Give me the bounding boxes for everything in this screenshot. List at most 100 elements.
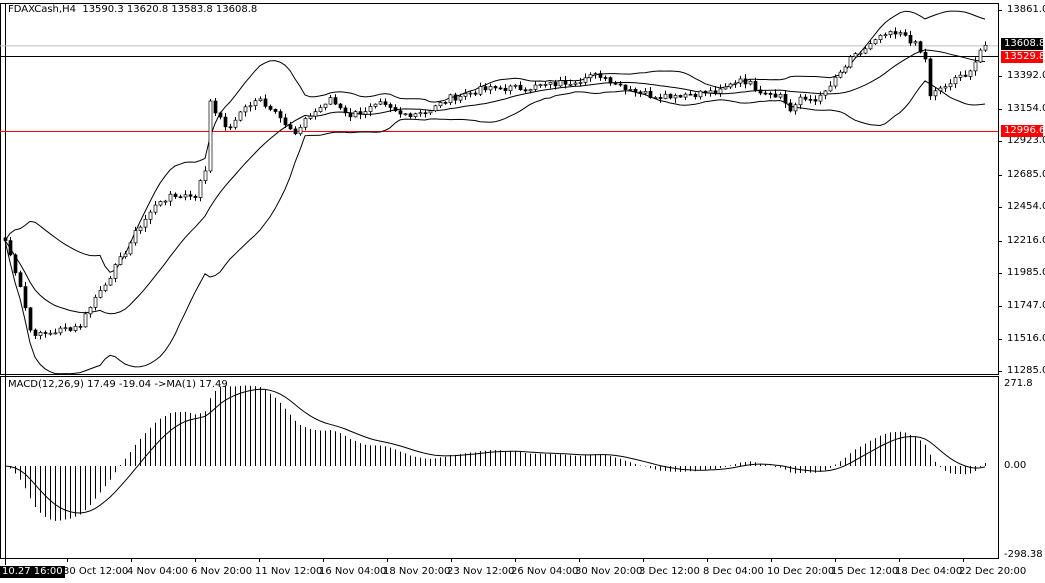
candle-bull bbox=[233, 119, 238, 128]
candle-bear bbox=[348, 112, 353, 118]
candle-bull bbox=[433, 105, 438, 112]
candle-bull bbox=[253, 100, 258, 107]
time-tick-label: 10 Dec 20:00 bbox=[767, 566, 835, 577]
candle-bear bbox=[283, 117, 288, 126]
candle-bull bbox=[818, 94, 823, 102]
candle-bear bbox=[268, 105, 273, 110]
candle-bear bbox=[423, 112, 428, 115]
candle-bull bbox=[48, 332, 53, 335]
candle-bear bbox=[808, 98, 813, 101]
price-tick-label: 13154.0 bbox=[1007, 103, 1045, 115]
candle-bear bbox=[218, 112, 223, 118]
candle-bear bbox=[518, 84, 523, 91]
candle-bear bbox=[473, 92, 478, 95]
candle-bull bbox=[258, 98, 263, 102]
candle-bull bbox=[953, 77, 958, 85]
candle-bear bbox=[293, 128, 298, 135]
candle-bull bbox=[318, 107, 323, 112]
time-tick-label: 8 Dec 04:00 bbox=[703, 566, 764, 577]
candle-bull bbox=[683, 93, 688, 98]
candle-bull bbox=[868, 43, 873, 50]
candle-bull bbox=[898, 32, 903, 35]
level-price-tag: 13529.8 bbox=[1001, 51, 1045, 64]
candle-bull bbox=[58, 327, 63, 334]
candle-bear bbox=[263, 98, 268, 107]
candle-bull bbox=[168, 193, 173, 202]
candle-bull bbox=[63, 327, 68, 330]
price-tick-label: 11747.0 bbox=[1007, 300, 1045, 312]
candle-bear bbox=[743, 78, 748, 85]
candle-bear bbox=[768, 93, 773, 95]
candle-bull bbox=[778, 94, 783, 98]
candle-bear bbox=[523, 89, 528, 92]
main-panel-frame bbox=[0, 3, 999, 375]
candle-bear bbox=[598, 73, 603, 78]
price-tick-label: 13392.0 bbox=[1007, 69, 1045, 81]
candle-bull bbox=[858, 52, 863, 55]
candle-bull bbox=[163, 200, 168, 203]
candle-bear bbox=[613, 82, 618, 85]
bid-price-tag: 13608.8 bbox=[1001, 38, 1045, 51]
candle-bull bbox=[833, 76, 838, 87]
candle-bear bbox=[763, 92, 768, 95]
time-tick-label: 26 Nov 04:00 bbox=[511, 566, 579, 577]
candle-bear bbox=[333, 97, 338, 105]
candle-bear bbox=[783, 94, 788, 104]
candle-bear bbox=[18, 272, 23, 287]
candle-bull bbox=[568, 83, 573, 86]
candle-bear bbox=[68, 327, 73, 331]
candle-bear bbox=[8, 240, 13, 256]
candle-bear bbox=[963, 74, 968, 77]
candle-bear bbox=[563, 80, 568, 85]
candle-bull bbox=[143, 218, 148, 228]
candle-bear bbox=[188, 194, 193, 197]
candle-bear bbox=[918, 41, 923, 53]
time-tick-label: 18 Dec 04:00 bbox=[895, 566, 963, 577]
candle-bear bbox=[703, 90, 708, 94]
time-tick-label: 11 Nov 12:00 bbox=[255, 566, 323, 577]
candle-bull bbox=[53, 332, 58, 335]
candle-bear bbox=[383, 101, 388, 105]
time-tick-label: 15 Dec 12:00 bbox=[831, 566, 899, 577]
candle-bull bbox=[438, 102, 443, 107]
time-tick-label: 6 Nov 20:00 bbox=[191, 566, 253, 577]
candle-bull bbox=[728, 83, 733, 88]
candle-bear bbox=[688, 93, 693, 96]
candle-bull bbox=[878, 35, 883, 41]
candle-bear bbox=[893, 31, 898, 35]
price-tick-label: 12454.0 bbox=[1007, 201, 1045, 213]
candle-bull bbox=[548, 82, 553, 85]
candle-bull bbox=[828, 85, 833, 92]
candle-bull bbox=[958, 74, 963, 78]
candle-bull bbox=[698, 90, 703, 98]
time-tick-label: 30 Oct 12:00 bbox=[63, 566, 129, 577]
candle-bull bbox=[138, 226, 143, 231]
candle-bear bbox=[443, 102, 448, 104]
candle-bear bbox=[753, 80, 758, 91]
candle-bull bbox=[403, 113, 408, 116]
candle-bear bbox=[903, 32, 908, 36]
candle-bull bbox=[208, 100, 213, 172]
candle-bull bbox=[733, 82, 738, 85]
candle-bear bbox=[928, 58, 933, 97]
candle-bull bbox=[108, 278, 113, 286]
candle-bull bbox=[183, 194, 188, 198]
symbol-info: FDAXCash,H4 13590.3 13620.8 13583.8 1360… bbox=[8, 4, 257, 16]
candle-bear bbox=[33, 329, 38, 336]
candle-bear bbox=[648, 90, 653, 98]
candle-bull bbox=[238, 111, 243, 121]
price-tick-label: 11285.0 bbox=[1007, 365, 1045, 376]
time-tick-label: 10.27 16:00 bbox=[0, 566, 65, 578]
candle-bull bbox=[643, 90, 648, 94]
candle-bull bbox=[748, 80, 753, 85]
candle-bear bbox=[393, 107, 398, 112]
candle-bear bbox=[173, 193, 178, 198]
candle-bull bbox=[103, 284, 108, 291]
candle-bear bbox=[713, 90, 718, 94]
candle-bull bbox=[198, 180, 203, 198]
candle-bull bbox=[83, 313, 88, 328]
candle-bull bbox=[793, 104, 798, 112]
candle-bull bbox=[653, 97, 658, 99]
